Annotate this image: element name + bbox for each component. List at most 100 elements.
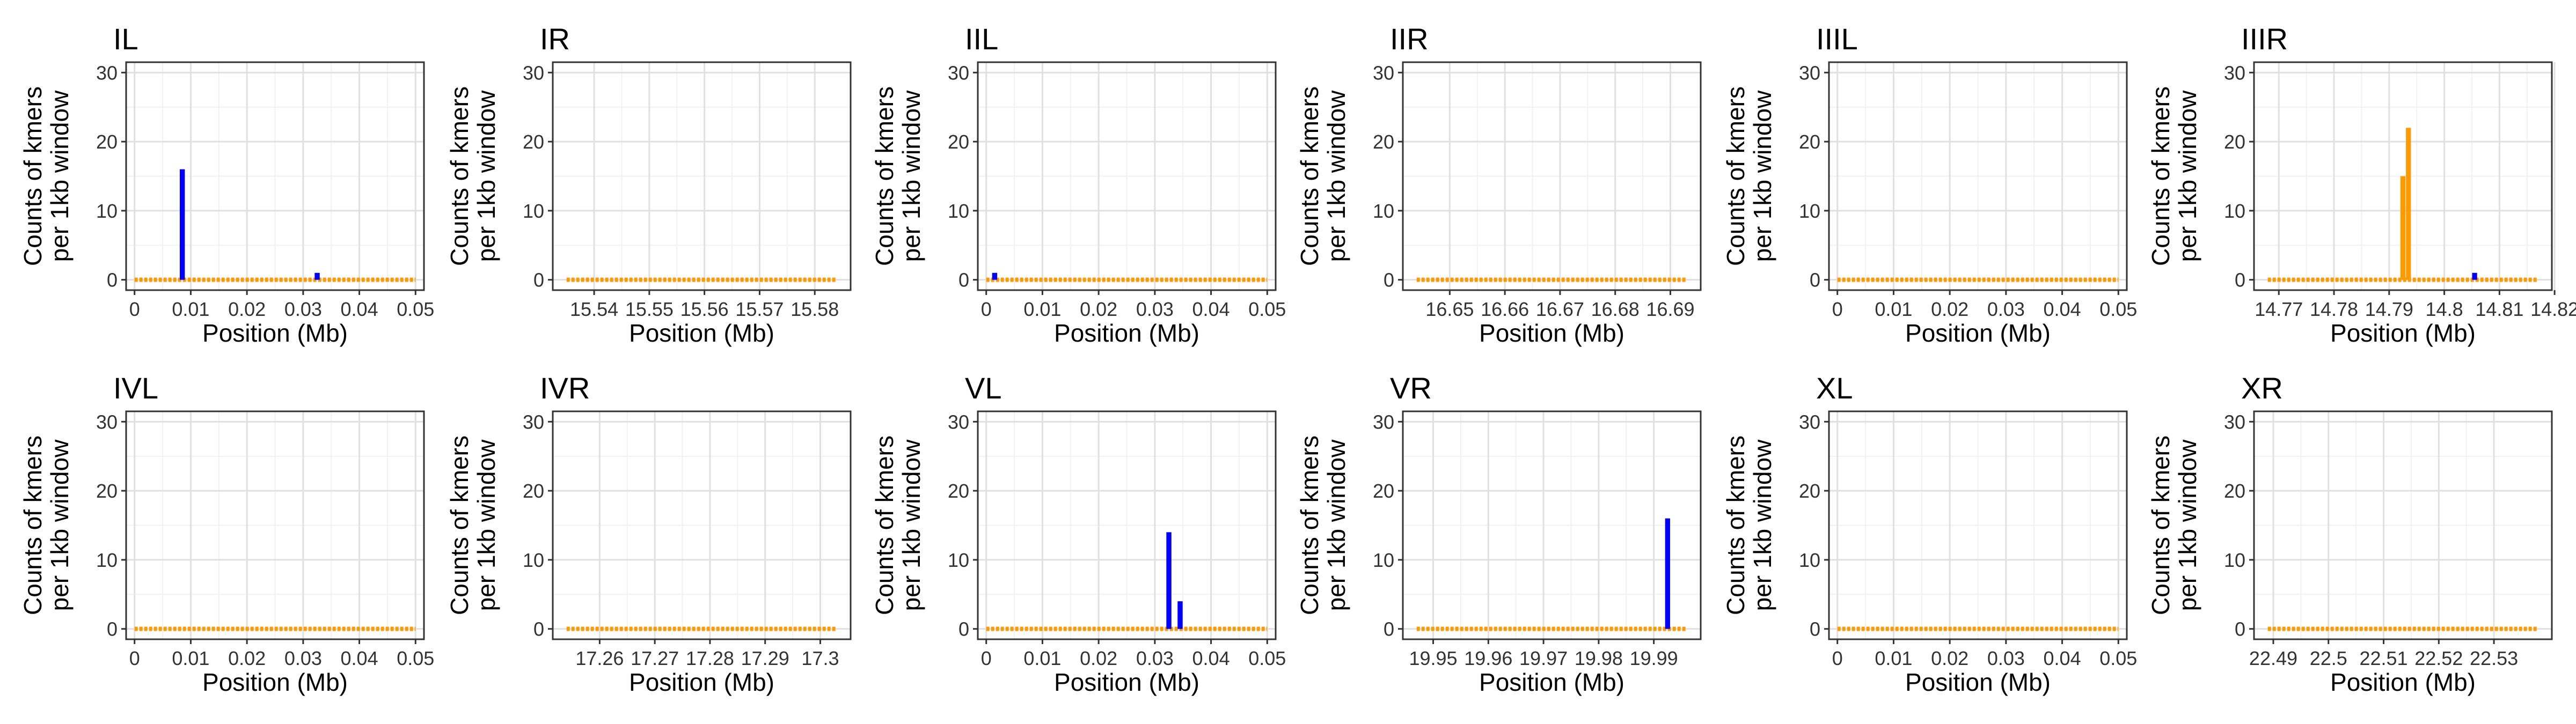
y-tick-label: 10	[523, 549, 544, 571]
bar-blue-il-1	[314, 272, 320, 280]
x-tick-label: 0.05	[2099, 298, 2137, 320]
x-tick-label: 0.05	[397, 298, 434, 320]
x-tick-label: 22.49	[2249, 647, 2297, 669]
y-axis-title-line: per 1kb window	[1748, 439, 1776, 611]
y-tick-label: 30	[1373, 62, 1394, 84]
y-axis-title: Counts of kmersper 1kb window	[19, 435, 74, 615]
y-tick-label: 10	[96, 200, 118, 222]
y-tick-label: 0	[1810, 618, 1820, 640]
x-axis-title: Position (Mb)	[629, 668, 774, 696]
x-tick-label: 0	[129, 647, 140, 669]
x-tick-label: 15.57	[735, 298, 784, 320]
y-tick-label: 10	[2224, 200, 2245, 222]
x-axis-title: Position (Mb)	[2330, 668, 2476, 696]
x-axis-title: Position (Mb)	[1905, 319, 2051, 347]
x-tick-label: 0.04	[341, 298, 378, 320]
panel-border	[977, 410, 1277, 640]
x-axis-title: Position (Mb)	[1479, 668, 1624, 696]
x-axis-title: Position (Mb)	[1905, 668, 2051, 696]
y-tick-label: 30	[1799, 411, 1820, 433]
x-axis-title: Position (Mb)	[1054, 668, 1199, 696]
y-axis-title: Counts of kmersper 1kb window	[870, 435, 925, 615]
y-axis-title-line: Counts of kmers	[1296, 86, 1323, 266]
y-axis-title-line: Counts of kmers	[1296, 435, 1323, 615]
x-tick-label: 15.58	[791, 298, 839, 320]
bar-orange-iiir-1	[2406, 128, 2411, 280]
x-tick-label: 15.55	[625, 298, 674, 320]
x-tick-label: 16.65	[1425, 298, 1474, 320]
y-axis-title: Counts of kmersper 1kb window	[870, 86, 925, 266]
panel-border	[2253, 410, 2553, 640]
panel-title: VL	[965, 371, 1002, 405]
panel-title: IVR	[540, 371, 590, 405]
panel-vr: 0 10 20 30 19.95 19.96 19.97 19.98 19.99 VR Positi…	[1296, 371, 1702, 696]
panel-title: VR	[1390, 371, 1432, 405]
panel-border	[552, 61, 852, 291]
y-tick-label: 30	[2224, 411, 2245, 433]
bar-blue-iil-0	[992, 272, 998, 280]
x-tick-label: 0.04	[341, 647, 378, 669]
bar-blue-il-0	[180, 169, 185, 280]
y-tick-label: 10	[2224, 549, 2245, 571]
y-tick-label: 20	[2224, 131, 2245, 153]
x-tick-label: 19.95	[1409, 647, 1457, 669]
y-tick-label: 20	[523, 480, 544, 502]
y-axis-title-line: per 1kb window	[1322, 90, 1350, 262]
x-axis-title: Position (Mb)	[2330, 319, 2476, 347]
x-tick-label: 15.54	[570, 298, 618, 320]
x-tick-label: 14.77	[2255, 298, 2303, 320]
x-tick-label: 0.03	[284, 647, 322, 669]
x-tick-label: 0.01	[1023, 298, 1061, 320]
y-tick-label: 20	[948, 480, 969, 502]
y-tick-label: 0	[533, 618, 544, 640]
panel-title: IIIR	[2241, 22, 2288, 56]
y-axis-title-line: Counts of kmers	[1722, 435, 1750, 615]
panel-ivr: 0 10 20 30 17.26 17.27 17.28 17.29 17.3 IVR Positi…	[445, 371, 852, 696]
panel-border	[2253, 61, 2553, 291]
x-tick-label: 14.81	[2475, 298, 2523, 320]
x-tick-label: 0	[1832, 647, 1843, 669]
y-tick-label: 0	[533, 269, 544, 291]
x-tick-label: 0.05	[2099, 647, 2137, 669]
y-tick-label: 0	[958, 618, 969, 640]
y-tick-label: 10	[1799, 549, 1820, 571]
y-tick-label: 20	[1799, 480, 1820, 502]
x-tick-label: 19.99	[1630, 647, 1678, 669]
y-tick-label: 10	[948, 200, 969, 222]
y-axis-title-line: per 1kb window	[46, 439, 74, 611]
x-tick-label: 0	[1832, 298, 1843, 320]
y-tick-label: 0	[1810, 269, 1820, 291]
bar-blue-vr-0	[1665, 518, 1670, 629]
y-axis-title: Counts of kmersper 1kb window	[445, 86, 500, 266]
panel-title: XR	[2241, 371, 2283, 405]
x-tick-label: 0	[129, 298, 140, 320]
x-tick-label: 0.02	[1080, 298, 1117, 320]
y-tick-label: 30	[2224, 62, 2245, 84]
panel-title: XL	[1816, 371, 1853, 405]
y-tick-label: 10	[1373, 549, 1394, 571]
panel-iil: 0 10 20 30 0 0.01 0.02 0.03 0.04 0.05 IIL Position …	[870, 22, 1286, 347]
x-tick-label: 17.3	[801, 647, 839, 669]
y-axis-title: Counts of kmersper 1kb window	[1722, 86, 1776, 266]
x-tick-label: 14.78	[2310, 298, 2358, 320]
y-axis-title-line: Counts of kmers	[870, 86, 898, 266]
y-axis-title-line: per 1kb window	[2174, 439, 2201, 611]
y-tick-label: 20	[1799, 131, 1820, 153]
y-axis-title-line: Counts of kmers	[2147, 435, 2175, 615]
x-tick-label: 17.27	[631, 647, 679, 669]
y-tick-label: 0	[958, 269, 969, 291]
x-tick-label: 17.26	[575, 647, 624, 669]
y-tick-label: 0	[1384, 269, 1394, 291]
x-tick-label: 0.01	[172, 647, 209, 669]
y-tick-label: 30	[948, 411, 969, 433]
panel-title: IVL	[113, 371, 158, 405]
y-tick-label: 20	[948, 131, 969, 153]
y-axis-title-line: per 1kb window	[897, 439, 925, 611]
y-tick-label: 20	[2224, 480, 2245, 502]
x-tick-label: 14.82	[2530, 298, 2576, 320]
y-axis-title-line: Counts of kmers	[19, 435, 47, 615]
y-axis-title-line: Counts of kmers	[1722, 86, 1750, 266]
y-axis-title: Counts of kmersper 1kb window	[445, 435, 500, 615]
y-tick-label: 10	[523, 200, 544, 222]
y-tick-label: 0	[1384, 618, 1394, 640]
